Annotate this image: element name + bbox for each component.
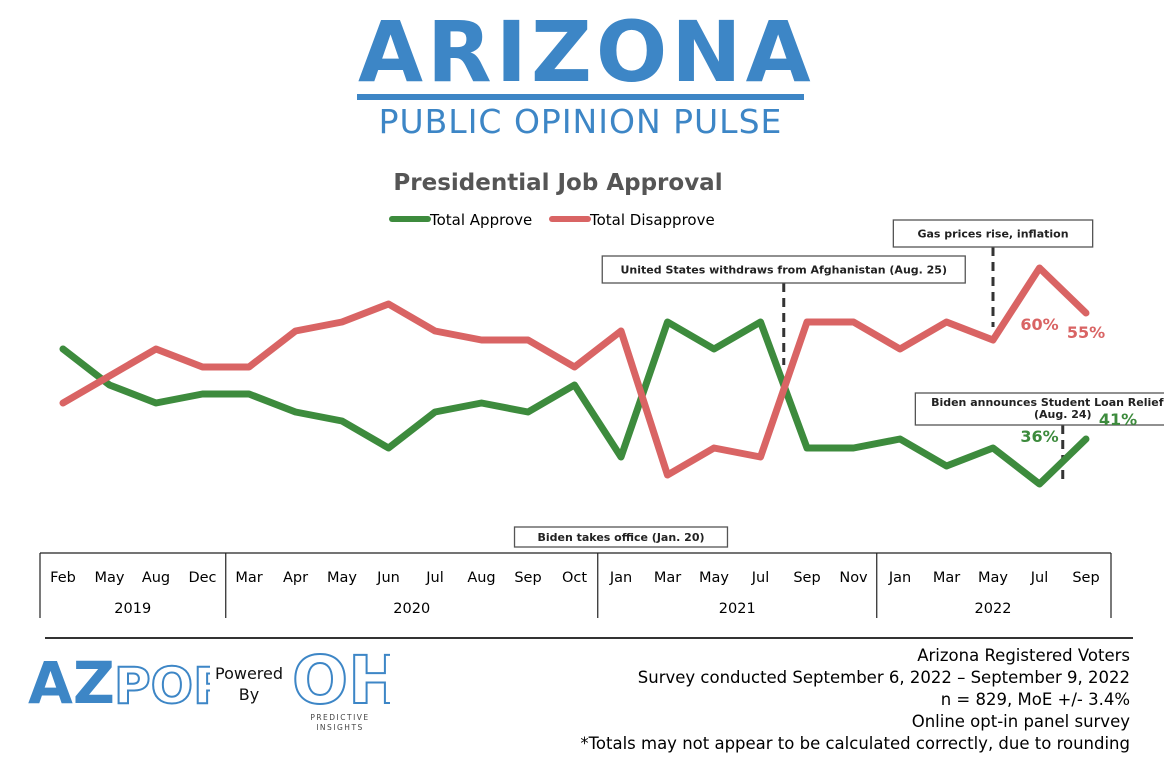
x-tick-label: Mar: [235, 570, 262, 586]
x-tick-label: Jul: [1030, 570, 1049, 586]
disapprove-line: [59, 264, 1090, 479]
annotation-text: (Aug. 24): [1034, 408, 1092, 421]
x-tick-label: May: [95, 570, 125, 586]
legend-label: Total Disapprove: [589, 211, 715, 229]
chart-title: Presidential Job Approval: [393, 170, 723, 196]
data-label: 60%: [1020, 315, 1058, 334]
oh-logo-text: OH: [292, 645, 390, 719]
approve-line: [59, 318, 1090, 488]
x-tick-label: Jul: [751, 570, 770, 586]
annotation-box: [601, 255, 966, 284]
x-tick-label: Jan: [609, 570, 632, 586]
annotation-text: Biden announces Student Loan Relief Plan: [931, 396, 1164, 409]
x-tick-label: Sep: [514, 570, 541, 586]
oh-predictive-insights-logo: OH PREDICTIVE INSIGHTS: [291, 645, 390, 732]
oh-sub2: INSIGHTS: [316, 723, 364, 732]
annotation-box: [892, 219, 1094, 248]
data-label: 41%: [1099, 410, 1137, 429]
oh-sub1: PREDICTIVE: [310, 713, 369, 722]
survey-note: n = 829, MoE +/- 3.4%: [940, 690, 1130, 709]
azpop-az-text: AZ: [28, 653, 115, 709]
x-tick-label: Sep: [793, 570, 820, 586]
x-tick-label: Oct: [562, 570, 587, 586]
x-tick-label: Sep: [1072, 570, 1099, 586]
logo-rule: [357, 94, 804, 100]
survey-notes: Arizona Registered Voters Survey conduct…: [580, 645, 1130, 755]
annotation-text: Gas prices rise, inflation: [917, 228, 1068, 241]
x-tick-label: May: [327, 570, 357, 586]
approval-chart: Total Approve Total Disapprove Biden takes…: [39, 211, 1164, 618]
powered-line2: By: [238, 685, 260, 704]
annotation-box: [513, 526, 729, 548]
year-label: 2019: [114, 601, 151, 617]
legend-label: Total Approve: [429, 211, 532, 229]
survey-note: *Totals may not appear to be calculated …: [580, 734, 1130, 753]
data-label: 36%: [1020, 427, 1058, 446]
survey-note: Online opt-in panel survey: [911, 712, 1130, 731]
x-tick-label: Aug: [142, 570, 170, 586]
x-tick-label: Mar: [933, 570, 960, 586]
survey-note: Survey conducted September 6, 2022 – Sep…: [637, 668, 1130, 687]
x-tick-label: Dec: [188, 570, 216, 586]
data-label: 55%: [1067, 323, 1105, 342]
x-tick-label: Jan: [888, 570, 911, 586]
annotation-text: Biden takes office (Jan. 20): [537, 531, 704, 544]
x-tick-label: Aug: [467, 570, 495, 586]
x-tick-label: Apr: [283, 570, 308, 586]
year-label: 2020: [393, 601, 430, 617]
survey-note: Arizona Registered Voters: [917, 646, 1130, 665]
x-tick-label: Mar: [654, 570, 681, 586]
x-tick-label: Feb: [50, 570, 76, 586]
arizona-logo: ARIZONA PUBLIC OPINION PULSE: [0, 0, 1164, 150]
annotation-text: United States withdraws from Afghanistan…: [620, 264, 947, 277]
x-tick-label: Nov: [839, 570, 868, 586]
azpop-logo: AZ POP: [28, 653, 210, 709]
azpop-pop-text: POP: [114, 657, 210, 709]
x-tick-label: May: [699, 570, 729, 586]
logo-subtitle: PUBLIC OPINION PULSE: [378, 102, 783, 141]
powered-by: Powered By: [214, 663, 284, 705]
year-label: 2021: [719, 601, 756, 617]
annotation-box: [914, 392, 1164, 426]
x-tick-label: May: [978, 570, 1008, 586]
year-label: 2022: [975, 601, 1012, 617]
x-tick-label: Jun: [376, 570, 400, 586]
logo-wordmark: ARIZONA: [358, 3, 815, 101]
powered-line1: Powered: [214, 664, 284, 683]
x-tick-label: Jul: [425, 570, 444, 586]
footer-divider: [45, 637, 1133, 639]
